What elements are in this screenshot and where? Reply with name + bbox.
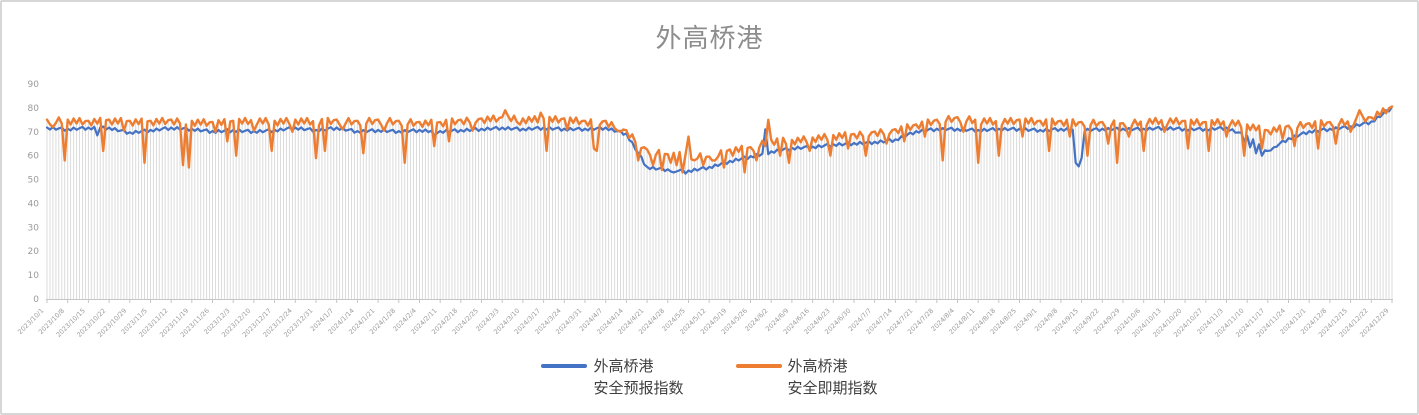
y-axis-tick-label: 20: [28, 247, 40, 257]
chart-title: 外高桥港: [655, 24, 764, 54]
y-axis-tick-label: 60: [28, 152, 40, 162]
y-axis-tick-label: 40: [28, 199, 40, 209]
legend-item-forecast-index: 外高桥港 安全预报指数: [541, 355, 684, 399]
legend-label-line2: 安全即期指数: [787, 379, 878, 397]
x-axis-ticks: [46, 300, 1393, 303]
y-axis-tick-label: 50: [28, 176, 40, 186]
y-axis-tick-label: 90: [28, 80, 40, 90]
legend-label-line1: 外高桥港: [787, 357, 848, 375]
series-line-safety-forecast-index: [45, 105, 1394, 175]
legend-label-spot: 外高桥港 安全即期指数: [788, 355, 878, 399]
legend: 外高桥港 安全预报指数 外高桥港 安全即期指数: [2, 355, 1417, 399]
y-axis-tick-label: 0: [33, 295, 39, 305]
y-axis-tick-label: 10: [28, 271, 40, 281]
legend-line-swatch-blue: [541, 364, 588, 368]
series-line-safety-spot-index: [45, 105, 1394, 174]
plot-area: 01020304050607080902023/10/12023/10/8202…: [16, 80, 1394, 339]
legend-line-swatch-orange: [735, 364, 782, 368]
y-axis-tick-label: 70: [28, 128, 40, 138]
drop-lines: [46, 106, 1393, 299]
y-axis-tick-label: 80: [28, 104, 40, 114]
legend-label-line2: 安全预报指数: [593, 379, 684, 397]
y-axis-tick-label: 30: [28, 223, 40, 233]
legend-item-spot-index: 外高桥港 安全即期指数: [735, 355, 878, 399]
legend-label-line1: 外高桥港: [593, 357, 654, 375]
legend-label-forecast: 外高桥港 安全预报指数: [593, 355, 683, 399]
